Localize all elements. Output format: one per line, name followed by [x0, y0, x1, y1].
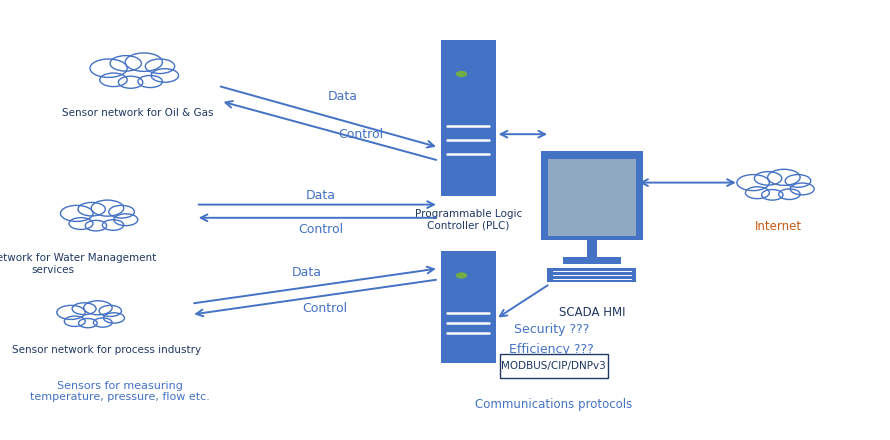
Circle shape — [755, 172, 781, 185]
Text: Data: Data — [305, 189, 336, 202]
Text: Control: Control — [298, 223, 343, 236]
Text: Internet: Internet — [756, 220, 802, 233]
Circle shape — [102, 220, 124, 230]
Text: Sensors for measuring
temperature, pressure, flow etc.: Sensors for measuring temperature, press… — [30, 381, 210, 402]
FancyBboxPatch shape — [548, 159, 635, 236]
Circle shape — [768, 169, 800, 185]
Circle shape — [114, 214, 138, 226]
FancyBboxPatch shape — [441, 40, 496, 196]
Text: Efficiency ???: Efficiency ??? — [509, 343, 595, 356]
Text: Control: Control — [338, 128, 383, 141]
Text: Control: Control — [303, 301, 347, 315]
Circle shape — [78, 202, 105, 216]
Circle shape — [92, 200, 124, 216]
Circle shape — [99, 305, 122, 316]
Circle shape — [61, 205, 93, 221]
Text: SCADA HMI: SCADA HMI — [559, 306, 625, 319]
Text: Communications protocols: Communications protocols — [475, 398, 632, 411]
Circle shape — [138, 76, 163, 88]
Circle shape — [125, 53, 162, 71]
Circle shape — [57, 305, 85, 319]
Circle shape — [78, 319, 97, 328]
Circle shape — [109, 205, 134, 218]
Circle shape — [110, 55, 142, 71]
Circle shape — [790, 183, 814, 195]
Circle shape — [64, 316, 85, 326]
FancyBboxPatch shape — [547, 268, 636, 282]
Text: MODBUS/CIP/DNPv3: MODBUS/CIP/DNPv3 — [501, 361, 606, 370]
Circle shape — [93, 318, 112, 327]
FancyBboxPatch shape — [500, 354, 608, 378]
Circle shape — [69, 218, 93, 229]
Circle shape — [746, 187, 769, 198]
Text: Programmable Logic
Controller (PLC): Programmable Logic Controller (PLC) — [415, 209, 522, 231]
Circle shape — [737, 175, 769, 191]
Circle shape — [72, 303, 96, 315]
Circle shape — [100, 73, 127, 87]
Circle shape — [84, 301, 112, 315]
Circle shape — [151, 69, 179, 82]
Circle shape — [779, 189, 800, 199]
FancyBboxPatch shape — [563, 257, 621, 264]
Circle shape — [145, 59, 174, 73]
Text: Sensor network for Oil & Gas: Sensor network for Oil & Gas — [62, 108, 214, 118]
FancyBboxPatch shape — [541, 151, 643, 240]
Text: Security ???: Security ??? — [514, 323, 589, 337]
Circle shape — [90, 59, 127, 77]
FancyBboxPatch shape — [441, 251, 496, 363]
Text: Data: Data — [328, 90, 358, 103]
Circle shape — [457, 72, 466, 77]
Circle shape — [785, 175, 811, 187]
Text: Sensor network for process industry: Sensor network for process industry — [12, 345, 201, 356]
Text: Sensor network for Water Management
services: Sensor network for Water Management serv… — [0, 253, 156, 275]
Circle shape — [762, 190, 783, 200]
Circle shape — [85, 220, 107, 231]
Circle shape — [457, 273, 466, 278]
Circle shape — [118, 76, 142, 88]
Text: Data: Data — [292, 266, 322, 279]
FancyBboxPatch shape — [587, 240, 597, 257]
Circle shape — [103, 313, 125, 323]
